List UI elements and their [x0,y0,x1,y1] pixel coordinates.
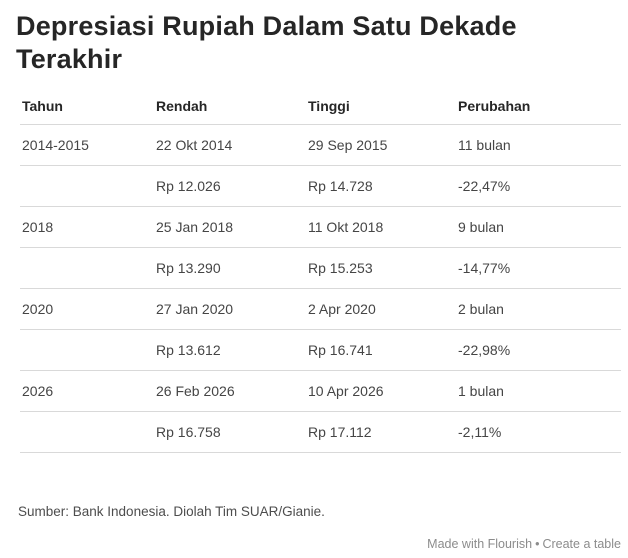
cell-tinggi: Rp 15.253 [308,260,373,276]
cell-tinggi: 11 Okt 2018 [308,219,384,235]
create-a-table-link[interactable]: Create a table [542,537,621,551]
cell-rendah: Rp 13.290 [156,260,221,276]
cell-perubahan: 11 bulan [458,137,511,153]
cell-rendah: 27 Jan 2020 [156,301,234,317]
cell-rendah: Rp 16.758 [156,424,221,440]
cell-tahun: 2026 [22,383,54,399]
column-header-tahun: Tahun [22,98,63,114]
made-with-flourish-link[interactable]: Made with Flourish [427,537,533,551]
cell-tinggi: Rp 16.741 [308,342,373,358]
flourish-credit: Made with Flourish • Create a table [20,537,621,551]
cell-tahun: 2014-2015 [22,137,89,153]
cell-tinggi: 2 Apr 2020 [308,301,376,317]
table-row: 2026 26 Feb 2026 10 Apr 2026 1 bulan [20,371,621,412]
column-header-tinggi: Tinggi [308,98,350,114]
column-header-perubahan: Perubahan [458,98,531,114]
table-body: 2014-2015 22 Okt 2014 29 Sep 2015 11 bulan R… [20,125,621,453]
table-row: Rp 16.758 Rp 17.112 -2,11% [20,412,621,453]
cell-tinggi: Rp 17.112 [308,424,372,440]
cell-perubahan: -22,98% [458,342,511,358]
depreciation-table: Tahun Rendah Tinggi Perubahan 2014-2015 2… [20,88,621,453]
source-note: Sumber: Bank Indonesia. Diolah Tim SUAR/… [18,504,325,519]
cell-tinggi: 29 Sep 2015 [308,137,388,153]
cell-perubahan: 9 bulan [458,219,504,235]
page-title: Depresiasi Rupiah Dalam Satu Dekade Tera… [16,11,517,74]
cell-rendah: Rp 12.026 [156,178,221,194]
table-header-row: Tahun Rendah Tinggi Perubahan [20,88,621,125]
table-row: Rp 13.612 Rp 16.741 -22,98% [20,330,621,371]
cell-tahun: 2020 [22,301,54,317]
table-row: Rp 12.026 Rp 14.728 -22,47% [20,166,621,207]
cell-perubahan: 2 bulan [458,301,504,317]
credit-separator: • [535,537,540,551]
cell-perubahan: -14,77% [458,260,511,276]
cell-perubahan: -22,47% [458,178,511,194]
cell-perubahan: 1 bulan [458,383,504,399]
cell-tinggi: Rp 14.728 [308,178,373,194]
flourish-table-card: Depresiasi Rupiah Dalam Satu Dekade Tera… [0,10,628,558]
cell-rendah: 25 Jan 2018 [156,219,234,235]
cell-tinggi: 10 Apr 2026 [308,383,384,399]
table-row: 2020 27 Jan 2020 2 Apr 2020 2 bulan [20,289,621,330]
table-row: 2018 25 Jan 2018 11 Okt 2018 9 bulan [20,207,621,248]
cell-rendah: Rp 13.612 [156,342,221,358]
cell-perubahan: -2,11% [458,424,502,440]
cell-tahun: 2018 [22,219,54,235]
table-row: Rp 13.290 Rp 15.253 -14,77% [20,248,621,289]
column-header-rendah: Rendah [156,98,208,114]
cell-rendah: 22 Okt 2014 [156,137,233,153]
table-row: 2014-2015 22 Okt 2014 29 Sep 2015 11 bulan [20,125,621,166]
cell-rendah: 26 Feb 2026 [156,383,235,399]
